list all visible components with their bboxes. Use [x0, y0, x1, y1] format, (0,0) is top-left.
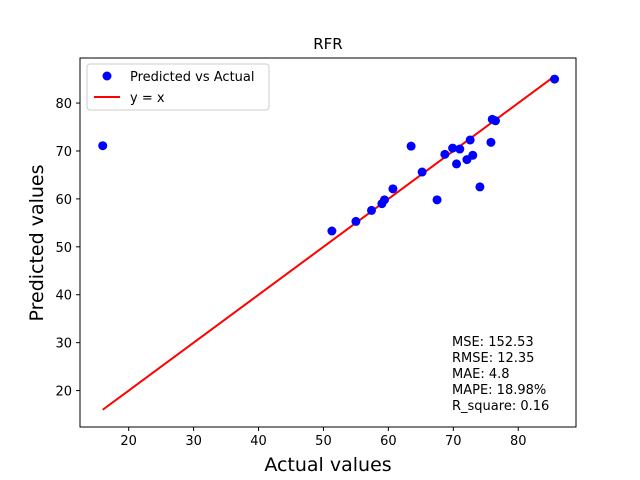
x-tick-label: 50	[315, 434, 332, 449]
metric-mape: MAPE: 18.98%	[452, 383, 546, 398]
data-point	[406, 141, 416, 151]
data-point	[432, 195, 442, 205]
metric-mse: MSE: 152.53	[452, 335, 534, 350]
x-axis-title: Actual values	[264, 454, 391, 476]
data-point	[98, 141, 108, 151]
points-layer	[98, 74, 560, 236]
data-point	[417, 167, 427, 177]
y-tick-label: 60	[55, 193, 72, 208]
x-tick-label: 30	[185, 434, 202, 449]
data-point	[452, 159, 462, 169]
data-point	[351, 216, 361, 226]
x-tick-label: 40	[250, 434, 267, 449]
y-axis-title: Predicted values	[26, 164, 48, 321]
data-point	[379, 195, 389, 205]
x-axis-ticks: 20 30 40 50 60 70 80	[120, 427, 526, 449]
line-layer	[102, 75, 556, 411]
legend-marker-scatter	[102, 71, 112, 81]
x-tick-label: 70	[445, 434, 462, 449]
data-point	[550, 74, 560, 84]
data-point	[465, 135, 475, 145]
y-tick-label: 80	[55, 97, 72, 112]
y-tick-label: 20	[55, 385, 72, 400]
metric-r-square: R_square: 0.16	[452, 399, 549, 414]
y-axis-ticks: 20 30 40 50 60 70 80	[55, 97, 80, 400]
y-tick-label: 30	[55, 337, 72, 352]
legend-label-scatter: Predicted vs Actual	[130, 70, 254, 85]
legend-label-line: y = x	[130, 91, 165, 106]
data-point	[366, 205, 376, 215]
x-tick-label: 80	[510, 434, 527, 449]
y-tick-label: 40	[55, 289, 72, 304]
plot-frame	[79, 57, 577, 428]
chart-title: RFR	[313, 35, 342, 53]
data-point	[455, 144, 465, 154]
data-point	[468, 150, 478, 160]
data-point	[440, 149, 450, 159]
data-point	[388, 184, 398, 194]
metric-rmse: RMSE: 12.35	[452, 351, 534, 366]
legend-box	[86, 63, 270, 111]
data-point	[327, 226, 337, 236]
metric-mae: MAE: 4.8	[452, 367, 510, 382]
data-point	[448, 143, 458, 153]
x-tick-label: 20	[120, 434, 137, 449]
data-point	[490, 116, 500, 126]
data-point	[475, 182, 485, 192]
metrics-annotation: MSE: 152.53 RMSE: 12.35 MAE: 4.8 MAPE: 1…	[452, 335, 549, 414]
reference-line	[102, 75, 556, 411]
x-tick-label: 60	[380, 434, 397, 449]
data-point	[486, 137, 496, 147]
y-tick-label: 70	[55, 145, 72, 160]
legend: Predicted vs Actual y = x	[86, 63, 270, 111]
y-tick-label: 50	[55, 241, 72, 256]
